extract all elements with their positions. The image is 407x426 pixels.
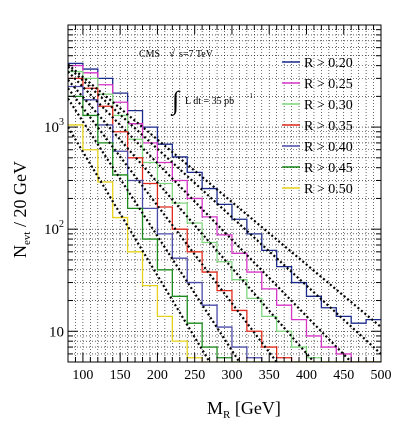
y-tick-label: 10 xyxy=(49,324,64,340)
x-tick-label: 500 xyxy=(371,368,392,383)
sqrt-symbol: √ xyxy=(169,48,176,60)
integral-symbol: ∫ xyxy=(170,86,181,116)
x-tick-label: 150 xyxy=(110,368,131,383)
x-tick-label: 400 xyxy=(296,368,317,383)
legend-label-3: R > 0.30 xyxy=(304,98,353,113)
histogram-series-7 xyxy=(68,124,381,362)
svg-text:MR [GeV]: MR [GeV] xyxy=(207,398,281,421)
energy-label: s=7 TeV xyxy=(179,49,214,60)
fit-curve-1 xyxy=(68,63,381,328)
x-axis-title-main: M xyxy=(207,398,223,418)
y-axis-title-sub: evt xyxy=(21,232,33,245)
x-tick-label: 200 xyxy=(147,368,168,383)
legend-label-4: R > 0.35 xyxy=(304,119,353,134)
axes: 100 150 200 250 300 350 400 450 500 10 102 103 xyxy=(44,24,392,383)
y-tick-label: 103 xyxy=(44,117,64,136)
legend-label-6: R > 0.45 xyxy=(304,161,353,176)
x-axis-title-sub: R xyxy=(223,409,231,421)
lumi-annotation: ∫ L dt = 35 pb -1 xyxy=(170,86,253,116)
x-tick-label: 250 xyxy=(184,368,205,383)
fit-curve-6 xyxy=(68,98,241,362)
legend-label-1: R > 0.20 xyxy=(304,56,353,71)
y-axis-title-main: N xyxy=(10,245,30,258)
fit-curve-3 xyxy=(68,70,352,362)
x-axis-title: MR [GeV] xyxy=(207,398,281,421)
fit-curve-4 xyxy=(68,79,315,362)
x-tick-label: 100 xyxy=(72,368,93,383)
histogram-series-2 xyxy=(68,64,381,362)
cms-annotation: CMS √ s=7 TeV xyxy=(139,48,214,60)
lumi-exponent: -1 xyxy=(247,92,253,100)
x-tick-label: 450 xyxy=(333,368,354,383)
y-tick-label: 102 xyxy=(44,219,64,238)
histogram-series-1 xyxy=(68,62,381,324)
x-tick-label: 300 xyxy=(221,368,242,383)
legend: R > 0.20 R > 0.25 R > 0.30 R > 0.35 R > 0.40… xyxy=(282,56,353,197)
cms-label: CMS xyxy=(139,49,160,60)
y-axis-title-unit: / 20 GeV xyxy=(10,161,30,232)
fit-curve-2 xyxy=(68,65,381,355)
histogram-series-6 xyxy=(68,95,381,362)
fit-curves xyxy=(68,63,381,362)
y-axis-title: Nevt / 20 GeV xyxy=(10,161,33,258)
x-tick-label: 350 xyxy=(259,368,280,383)
svg-text:Nevt / 20 GeV: Nevt / 20 GeV xyxy=(10,161,33,258)
legend-label-2: R > 0.25 xyxy=(304,77,353,92)
x-axis-title-unit: [GeV] xyxy=(230,398,280,418)
fit-curve-7 xyxy=(68,126,211,362)
fit-curve-5 xyxy=(68,87,278,362)
lumi-label: L dt = 35 pb xyxy=(185,96,234,107)
legend-label-7: R > 0.50 xyxy=(304,182,353,197)
legend-label-5: R > 0.40 xyxy=(304,140,353,155)
